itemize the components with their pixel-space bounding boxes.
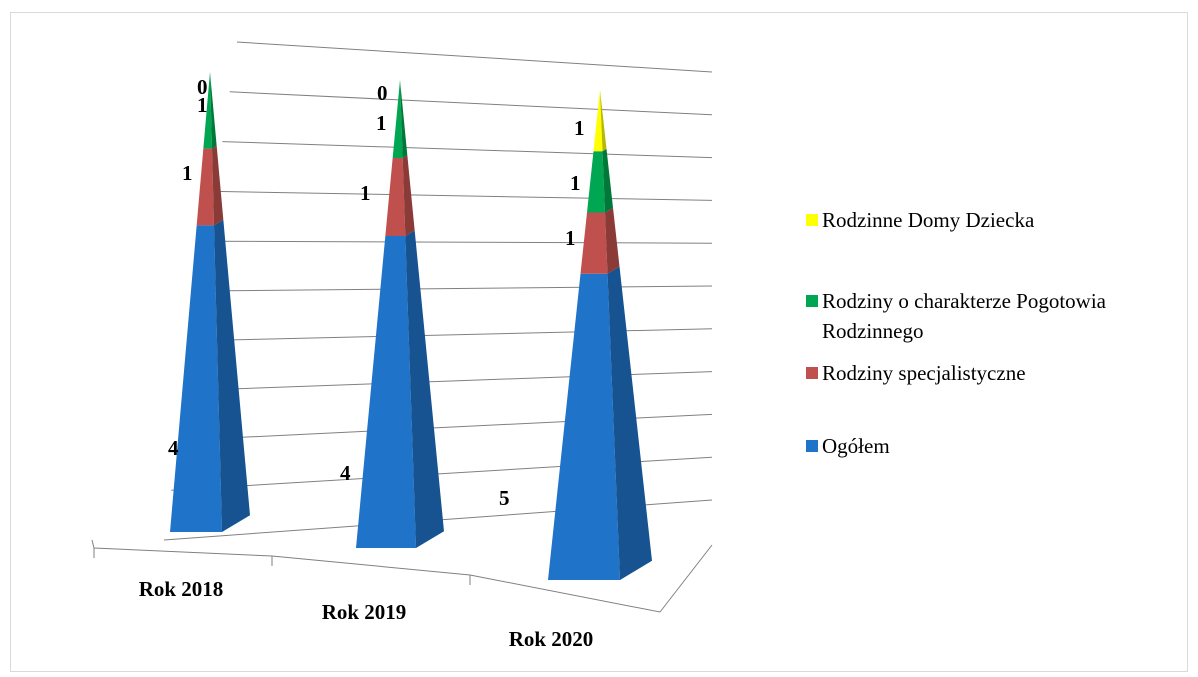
pyramid-side-rok-2018-series-1 (212, 145, 224, 226)
pyramid-front-rok-2020-series-0 (548, 273, 620, 580)
pyramid-front-rok-2019-series-0 (356, 236, 416, 548)
pyramid-front-rok-2018-series-0 (170, 225, 222, 533)
pyramid-front-rok-2019-series-2 (392, 80, 403, 158)
legend-label-rodzinne-domy-dziecka: Rodzinne Domy Dziecka (822, 208, 1035, 232)
gridline (229, 91, 713, 116)
gridline (222, 141, 713, 159)
category-label-rok-2019: Rok 2019 (322, 600, 407, 624)
legend-label-pogotowia-rodzinnego: Rodziny o charakterze Pogotowia Rodzinne… (822, 289, 1106, 343)
legend-swatch-ogolem (806, 440, 818, 452)
pyramid-side-rok-2018-series-2 (210, 72, 217, 149)
pyramid-front-rok-2019-series-1 (385, 158, 406, 236)
category-axis-line (91, 539, 713, 613)
pyramid-front-rok-2018-series-2 (203, 72, 212, 149)
pyramid-side-rok-2020-series-2 (602, 148, 613, 213)
data-label: 1 (182, 161, 193, 185)
gridline (185, 371, 713, 392)
data-label: 0 (377, 81, 388, 105)
pyramid-side-rok-2019-series-2 (400, 80, 408, 158)
pyramid-side-rok-2019-series-0 (405, 230, 444, 548)
category-label-rok-2018: Rok 2018 (139, 577, 224, 601)
pyramid-front-rok-2020-series-3 (593, 90, 603, 152)
legend-swatch-rodzinne-domy-dziecka (806, 214, 818, 226)
gridline (236, 41, 713, 73)
data-label: 5 (499, 486, 510, 510)
legend-item-rodzinne-domy-dziecka: Rodzinne Domy Dziecka (806, 205, 1182, 235)
gridline (215, 190, 713, 201)
legend-item-ogolem: Ogółem (806, 431, 1182, 461)
pyramid-side-rok-2020-series-0 (607, 266, 652, 580)
pyramid-side-rok-2019-series-1 (402, 155, 415, 236)
legend-swatch-pogotowia-rodzinnego (806, 295, 818, 307)
legend-swatch-rodziny-specjalistyczne (806, 367, 818, 379)
pyramid-side-rok-2020-series-1 (605, 207, 620, 274)
pyramid-front-rok-2018-series-1 (196, 148, 214, 226)
gridline (200, 285, 713, 292)
pyramid-side-rok-2020-series-3 (600, 90, 607, 152)
gridline (207, 240, 713, 244)
legend-item-rodziny-specjalistyczne: Rodziny specjalistyczne (806, 358, 1182, 388)
pyramid-side-rok-2018-series-0 (214, 219, 250, 532)
data-label: 4 (168, 436, 179, 460)
legend-label-rodziny-specjalistyczne: Rodziny specjalistyczne (822, 361, 1026, 385)
legend-label-ogolem: Ogółem (822, 434, 890, 458)
data-label: 1 (197, 93, 208, 117)
category-label-rok-2020: Rok 2020 (509, 627, 594, 651)
gridline (193, 328, 713, 342)
data-label: 4 (340, 461, 351, 485)
legend-item-pogotowia-rodzinnego: Rodziny o charakterze Pogotowia Rodzinne… (806, 286, 1182, 346)
data-label: 1 (360, 181, 371, 205)
data-label: 0 (197, 75, 208, 99)
pyramid-front-rok-2020-series-1 (580, 212, 608, 274)
data-label: 1 (565, 226, 576, 250)
data-label: 1 (376, 111, 387, 135)
data-label: 1 (574, 116, 585, 140)
data-label: 1 (570, 171, 581, 195)
pyramid-front-rok-2020-series-2 (587, 151, 605, 213)
